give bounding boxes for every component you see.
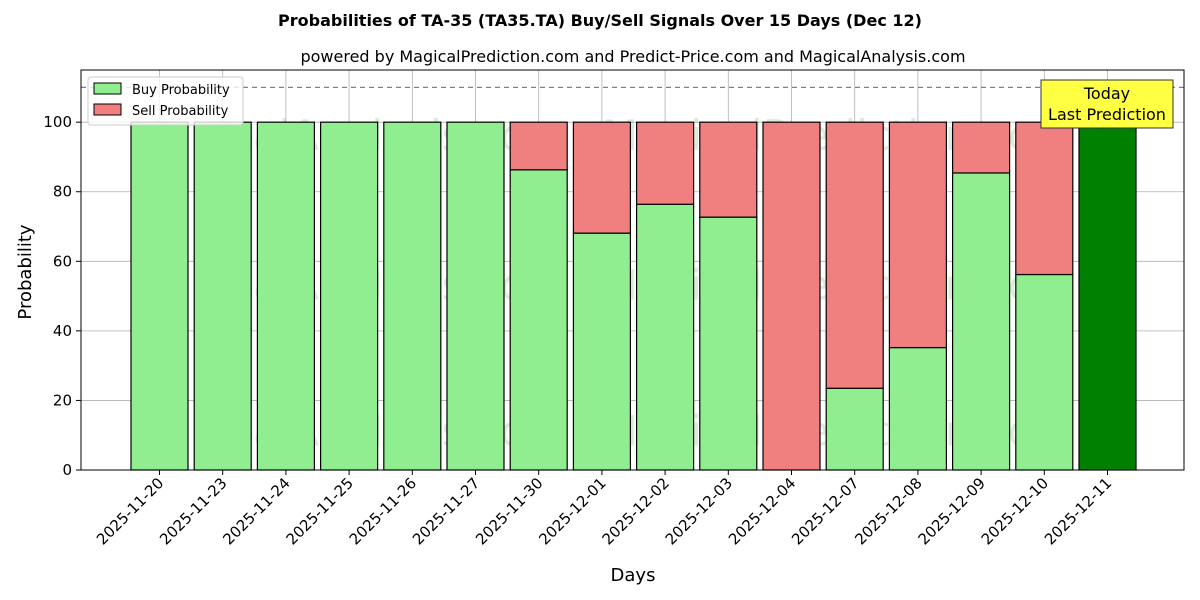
x-tick-label: 2025-12-09 <box>915 474 989 548</box>
legend-buy-swatch <box>93 82 122 95</box>
x-tick-label: 2025-12-10 <box>978 474 1052 548</box>
legend-sell-label: Sell Probability <box>132 104 229 119</box>
plot-frame <box>80 69 1185 471</box>
sell-bar <box>635 121 695 205</box>
y-tick-label: 0 <box>62 461 72 479</box>
x-tick-label: 2025-12-04 <box>725 474 799 548</box>
x-tick-label: 2025-11-27 <box>409 474 483 548</box>
x-tick-label: 2025-11-25 <box>283 474 357 548</box>
x-tick-label: 2025-11-23 <box>156 474 230 548</box>
bars <box>130 121 1137 471</box>
chart-title: Probabilities of TA-35 (TA35.TA) Buy/Sel… <box>278 11 922 30</box>
sell-bar <box>762 121 821 471</box>
sell-bar <box>825 121 884 389</box>
today-annotation: Today Last Prediction <box>1040 79 1174 129</box>
y-tick-label: 80 <box>53 183 72 201</box>
buy-bar <box>635 203 695 471</box>
x-tick-label: 2025-12-02 <box>599 474 673 548</box>
buy-bar <box>193 121 252 471</box>
x-tick-label: 2025-11-20 <box>93 474 167 548</box>
x-tick-label: 2025-11-24 <box>219 474 293 548</box>
buy-bar <box>825 387 884 471</box>
y-tick-label: 40 <box>53 322 72 340</box>
legend-buy-label: Buy Probability <box>132 83 230 98</box>
sell-bar <box>888 121 948 349</box>
x-tick-label: 2025-12-01 <box>535 474 609 548</box>
legend-frame <box>87 76 244 126</box>
y-axis-label: Probability <box>15 224 36 319</box>
sell-bar <box>572 121 632 234</box>
y-tick-label: 60 <box>53 252 72 270</box>
x-axis-label: Days <box>611 565 656 586</box>
buy-bar <box>1015 273 1074 471</box>
annotation-box <box>1040 79 1174 129</box>
x-tick-label: 2025-11-30 <box>472 474 546 548</box>
y-tick-label: 100 <box>43 113 72 131</box>
legend-sell-swatch <box>93 103 122 116</box>
sell-bar <box>699 121 758 218</box>
annotation-line-2: Last Prediction <box>1048 105 1166 124</box>
buy-bar <box>130 121 189 471</box>
annotation-line-1: Today <box>1083 84 1130 103</box>
buy-bar <box>509 169 568 471</box>
buy-bar <box>951 172 1011 471</box>
x-tick-label: 2025-12-03 <box>662 474 736 548</box>
buy-bar <box>320 121 379 471</box>
x-tick-label: 2025-12-08 <box>851 474 925 548</box>
legend: Buy Probability Sell Probability <box>87 76 244 126</box>
buy-bar <box>446 121 505 471</box>
y-tick-label: 20 <box>53 391 72 409</box>
buy-bar <box>1078 121 1137 471</box>
buy-bar <box>699 216 758 471</box>
buy-bar <box>256 121 315 471</box>
sell-bar <box>509 121 568 171</box>
x-tick-label: 2025-12-11 <box>1041 474 1115 548</box>
x-tick-label: 2025-12-07 <box>788 474 862 548</box>
buy-bar <box>383 121 442 471</box>
buy-bar <box>572 232 632 471</box>
chart-subtitle: powered by MagicalPrediction.com and Pre… <box>300 47 965 66</box>
x-tick-label: 2025-11-26 <box>346 474 420 548</box>
sell-bar <box>951 121 1011 174</box>
sell-bar <box>1015 121 1074 276</box>
buy-bar <box>888 346 948 471</box>
